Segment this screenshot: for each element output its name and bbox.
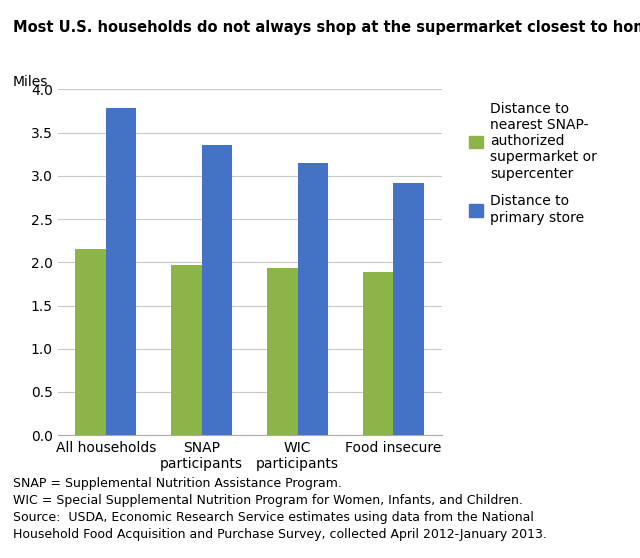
Bar [75,249,106,435]
Bar [202,146,232,435]
Bar [171,265,202,435]
Text: Most U.S. households do not always shop at the supermarket closest to home: Most U.S. households do not always shop … [13,20,640,35]
Bar [106,108,136,435]
Text: Miles: Miles [13,75,48,89]
Bar [298,163,328,435]
Legend: Distance to
nearest SNAP-
authorized
supermarket or
supercenter, Distance to
pri: Distance to nearest SNAP- authorized sup… [464,96,603,230]
Bar [394,182,424,435]
Bar [363,272,394,435]
Text: SNAP = Supplemental Nutrition Assistance Program.
WIC = Special Supplemental Nut: SNAP = Supplemental Nutrition Assistance… [13,477,547,541]
Bar [267,268,298,435]
